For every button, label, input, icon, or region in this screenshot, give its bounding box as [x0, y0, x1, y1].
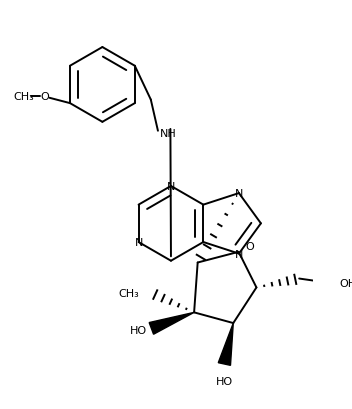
Text: N: N	[235, 249, 243, 259]
Text: N: N	[134, 238, 143, 247]
Text: NH: NH	[160, 128, 176, 138]
Polygon shape	[149, 312, 194, 335]
Polygon shape	[218, 323, 233, 366]
Text: N: N	[167, 182, 175, 191]
Text: HO: HO	[216, 377, 233, 387]
Text: HO: HO	[130, 326, 147, 335]
Text: OH: OH	[339, 278, 352, 288]
Text: CH₃: CH₃	[13, 92, 34, 102]
Text: O: O	[246, 242, 254, 252]
Text: O: O	[41, 92, 49, 102]
Text: N: N	[235, 189, 243, 199]
Text: CH₃: CH₃	[118, 288, 139, 298]
